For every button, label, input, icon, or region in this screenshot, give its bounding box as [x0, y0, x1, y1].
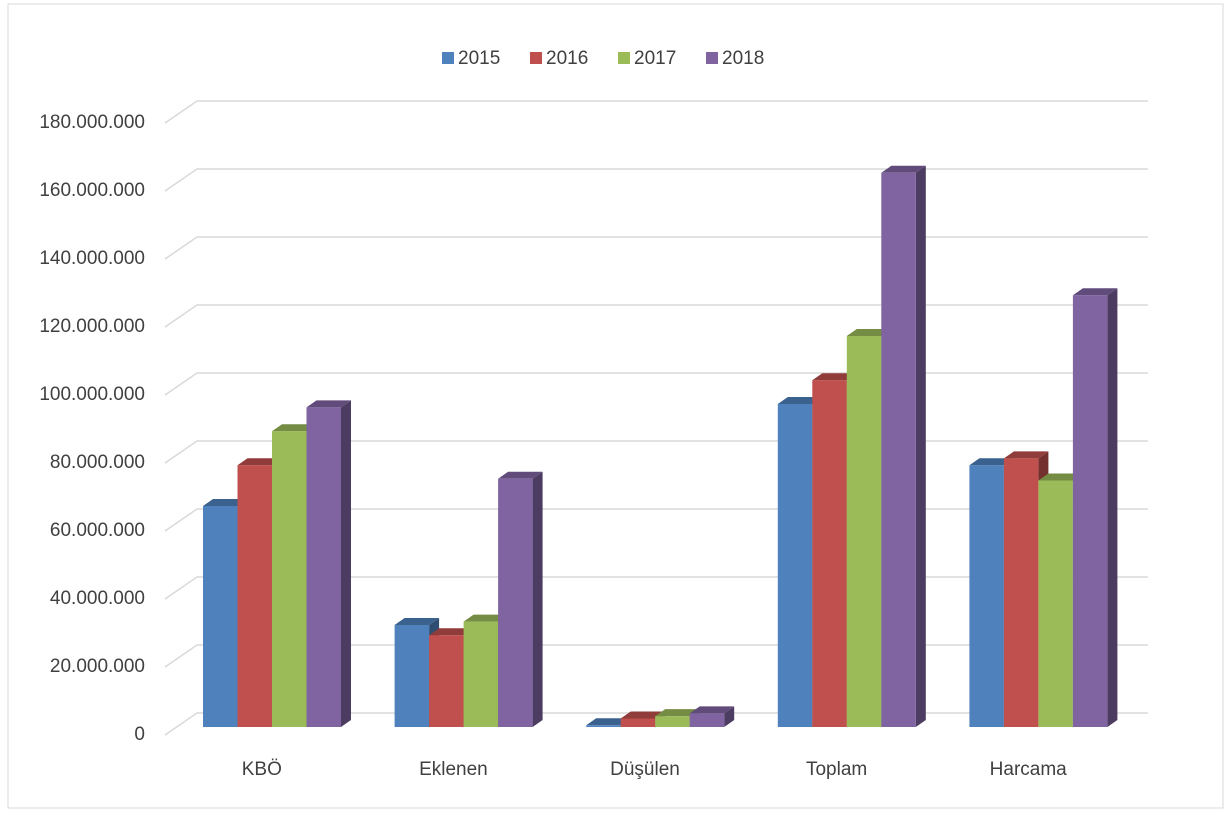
bar [498, 471, 543, 727]
legend-swatch [618, 52, 630, 64]
y-tick-label: 0 [134, 724, 145, 745]
x-tick-label: Düşülen [610, 759, 680, 780]
bar-front [969, 465, 1004, 727]
y-tick-label: 120.000.000 [39, 316, 145, 337]
bar-top [846, 329, 892, 336]
y-tick-label: 160.000.000 [39, 180, 145, 201]
bar-front [1003, 458, 1039, 727]
legend-label: 2017 [634, 48, 676, 69]
y-tick-label: 140.000.000 [39, 248, 145, 269]
bar-front [846, 336, 882, 727]
legend-swatch [442, 52, 454, 64]
bar-front [498, 478, 533, 727]
grid-line [164, 100, 1148, 124]
bar-top [969, 458, 1014, 466]
bar-front [272, 431, 307, 727]
bar-top [237, 458, 282, 466]
bar-front [689, 713, 725, 727]
y-tick-label: 80.000.000 [50, 452, 145, 473]
legend-swatch [706, 52, 718, 64]
bar-front [237, 465, 272, 727]
bar-side [341, 400, 351, 727]
bar [1072, 288, 1118, 727]
x-tick-label: Harcama [990, 759, 1068, 780]
y-tick-label: 20.000.000 [50, 656, 145, 677]
bar-side [1107, 288, 1118, 727]
bar-front [881, 172, 916, 728]
bar-front [1038, 480, 1073, 727]
bar-top [812, 373, 857, 381]
bar-top [429, 628, 474, 636]
bar-top [586, 718, 631, 726]
bar-top [777, 397, 823, 404]
bar [689, 706, 735, 727]
x-tick-label: KBÖ [242, 759, 282, 780]
grid-line [164, 372, 1148, 396]
bar-front [586, 725, 621, 727]
bar-front [655, 716, 690, 727]
bar-front [777, 404, 813, 727]
y-tick-label: 40.000.000 [50, 588, 145, 609]
y-tick-label: 180.000.000 [39, 112, 145, 133]
x-tick-label: Eklenen [419, 759, 488, 780]
bar-top [1072, 288, 1118, 296]
bar-top [655, 709, 700, 717]
bar-top [306, 400, 351, 408]
bar-front [394, 625, 430, 727]
bar-side [532, 471, 543, 727]
bar-top [394, 618, 440, 625]
bar-top [463, 614, 509, 622]
bar-top [620, 711, 666, 719]
bar-top [203, 499, 248, 506]
bar-front [306, 407, 341, 727]
bar-top [689, 706, 735, 714]
bar [881, 165, 926, 728]
y-tick-label: 100.000.000 [39, 384, 145, 405]
bar-front [429, 635, 464, 727]
bar-side [915, 165, 926, 728]
grid-line [164, 304, 1148, 328]
legend-label: 2018 [722, 48, 764, 69]
bar [306, 400, 351, 727]
bar-top [1038, 473, 1083, 481]
legend-label: 2016 [546, 48, 588, 69]
bar-front [812, 380, 847, 727]
bar-top [272, 424, 317, 432]
legend-label: 2015 [458, 48, 500, 69]
x-tick-label: Toplam [806, 759, 867, 780]
y-tick-label: 60.000.000 [50, 520, 145, 541]
bar-top [498, 471, 543, 479]
grid-line [164, 168, 1148, 192]
bar-front [620, 718, 656, 727]
bar-top [881, 165, 926, 173]
bar-side [724, 706, 735, 727]
bar-front [203, 506, 238, 727]
grid-line [164, 236, 1148, 260]
bar-front [463, 621, 499, 727]
bar-top [1003, 451, 1049, 459]
bar-front [1072, 295, 1108, 727]
legend-swatch [530, 52, 542, 64]
